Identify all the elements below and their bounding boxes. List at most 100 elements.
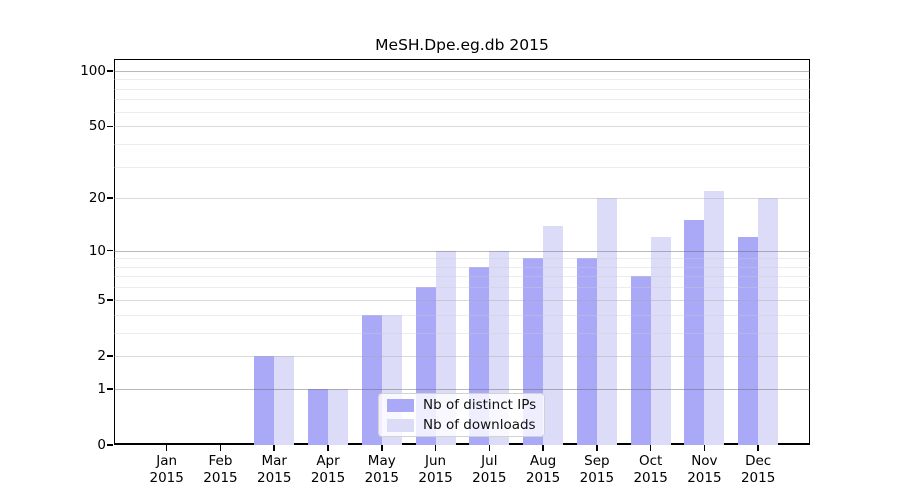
x-tick-month: Jun: [425, 453, 447, 469]
x-tick-year: 2015: [203, 470, 238, 486]
x-tick-dec: [757, 445, 759, 451]
chart-title: MeSH.Dpe.eg.db 2015: [375, 36, 549, 54]
bar-distinct-ips: [308, 388, 328, 445]
x-tick-label-may: May 2015: [350, 453, 414, 487]
y-tick-label-1: 1: [97, 380, 106, 397]
x-tick-year: 2015: [579, 470, 615, 486]
gridline-20: [114, 198, 810, 200]
x-tick-month: Dec: [745, 453, 772, 469]
gridline-5: [114, 299, 810, 301]
y-tick-0: [107, 444, 113, 446]
x-tick-label-nov: Nov 2015: [672, 453, 736, 487]
bar-distinct-ips: [576, 258, 597, 445]
x-tick-label-jul: Jul 2015: [457, 453, 521, 487]
x-tick-month: Feb: [208, 453, 233, 469]
x-tick-year: 2015: [525, 470, 561, 486]
bar-downloads: [328, 388, 348, 445]
x-tick-month: Sep: [584, 453, 610, 469]
x-tick-label-feb: Feb 2015: [188, 453, 252, 487]
x-tick-label-jun: Jun 2015: [404, 453, 468, 487]
x-tick-month: Oct: [638, 453, 663, 469]
gridline-9: [114, 258, 810, 260]
legend-entry-distinct-ips: Nb of distinct IPs: [387, 397, 536, 413]
bar-downloads: [650, 237, 671, 445]
x-tick-label-oct: Oct 2015: [619, 453, 683, 487]
y-tick-10: [107, 249, 113, 252]
bar-distinct-ips: [254, 355, 275, 445]
y-tick-2: [107, 355, 113, 357]
x-tick-year: 2015: [687, 470, 722, 486]
y-tick-20: [107, 197, 113, 199]
x-tick-jul: [488, 445, 491, 451]
x-tick-year: 2015: [310, 470, 346, 486]
gridline-90: [114, 79, 810, 81]
bar-downloads: [758, 198, 779, 445]
gridline-100: [114, 70, 810, 72]
legend-swatch-distinct-ips: [387, 398, 414, 412]
y-tick-label-5: 5: [97, 291, 106, 308]
bar-distinct-ips: [630, 276, 651, 445]
x-tick-year: 2015: [257, 470, 292, 486]
gridline-7: [114, 276, 810, 278]
x-tick-month: May: [367, 453, 396, 469]
x-tick-label-apr: Apr 2015: [296, 453, 360, 487]
x-tick-year: 2015: [418, 470, 453, 486]
y-tick-label-2: 2: [97, 347, 106, 364]
x-tick-jan: [165, 445, 168, 451]
bar-downloads: [274, 355, 295, 445]
x-tick-oct: [649, 445, 652, 451]
x-tick-feb: [219, 445, 222, 451]
x-tick-label-jan: Jan 2015: [135, 453, 199, 487]
x-tick-month: Jul: [481, 453, 498, 469]
gridline-6: [114, 287, 810, 289]
x-tick-label-mar: Mar 2015: [242, 453, 306, 487]
bar-distinct-ips: [361, 314, 382, 445]
x-tick-month: Nov: [691, 453, 718, 469]
legend-label-downloads: Nb of downloads: [423, 417, 536, 433]
y-tick-5: [107, 299, 113, 301]
x-tick-month: Aug: [529, 453, 557, 469]
x-tick-apr: [327, 445, 329, 451]
x-tick-sep: [596, 445, 598, 451]
gridline-1: [114, 388, 810, 390]
bar-downloads: [596, 198, 617, 445]
gridline-3: [114, 332, 810, 334]
y-tick-1: [107, 388, 113, 390]
x-tick-label-aug: Aug 2015: [511, 453, 575, 487]
bar-distinct-ips: [684, 220, 705, 445]
gridline-4: [114, 314, 810, 316]
x-tick-nov: [703, 445, 706, 451]
gridline-70: [114, 99, 810, 101]
gridline-80: [114, 88, 810, 90]
bar-downloads: [543, 225, 564, 445]
legend: Nb of distinct IPs Nb of downloads: [378, 393, 545, 437]
x-tick-label-sep: Sep 2015: [565, 453, 629, 487]
x-tick-year: 2015: [472, 470, 507, 486]
bar-distinct-ips: [738, 237, 759, 445]
gridline-50: [114, 126, 810, 128]
legend-entry-downloads: Nb of downloads: [387, 417, 536, 433]
x-tick-month: Apr: [316, 453, 340, 469]
y-tick-label-10: 10: [88, 242, 106, 259]
x-tick-aug: [542, 445, 544, 451]
x-tick-year: 2015: [364, 470, 399, 486]
x-tick-month: Jan: [156, 453, 178, 469]
x-tick-mar: [273, 445, 275, 451]
x-tick-month: Mar: [261, 453, 287, 469]
y-tick-label-100: 100: [80, 62, 106, 79]
gridline-60: [114, 111, 810, 113]
y-tick-100: [107, 70, 113, 72]
x-tick-year: 2015: [149, 470, 184, 486]
bar-downloads: [704, 190, 725, 445]
y-tick-label-50: 50: [88, 118, 106, 135]
x-tick-year: 2015: [740, 470, 776, 486]
x-tick-may: [381, 445, 383, 451]
x-tick-label-dec: Dec 2015: [726, 453, 790, 487]
gridline-8: [114, 266, 810, 268]
gridline-2: [114, 355, 810, 357]
y-tick-label-20: 20: [88, 190, 106, 207]
x-tick-year: 2015: [633, 470, 668, 486]
y-tick-50: [107, 125, 113, 128]
x-tick-jun: [434, 445, 437, 451]
